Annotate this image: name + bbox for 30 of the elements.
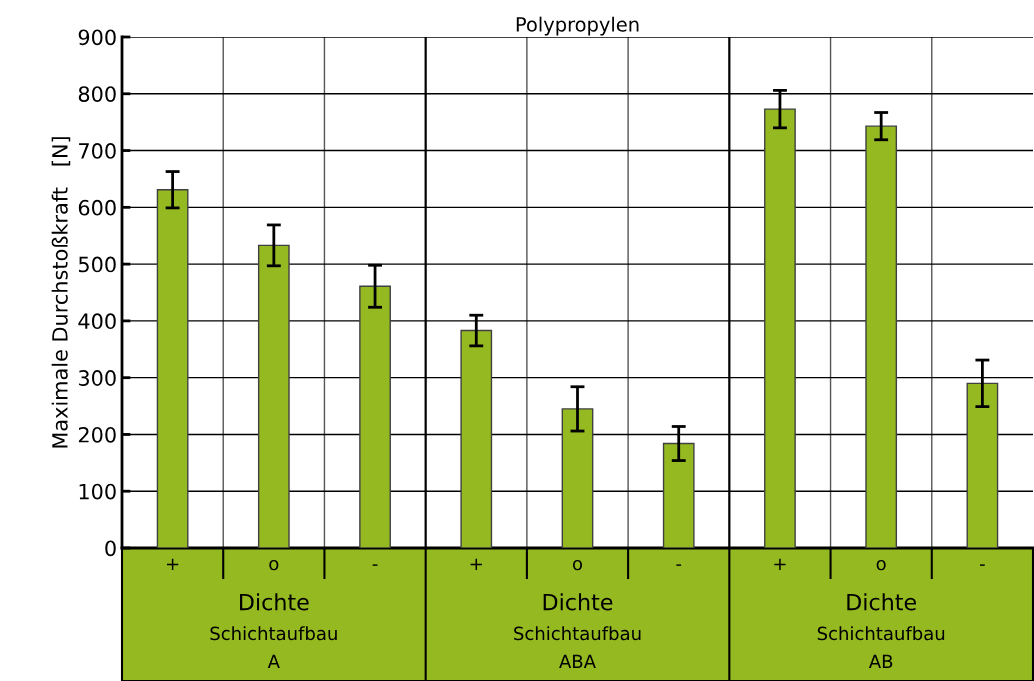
x-tick-label: o	[572, 559, 583, 571]
y-tick-label: 800	[78, 86, 116, 102]
x-tick-label: -	[980, 564, 985, 566]
text: ABA	[559, 654, 596, 668]
x-tick-label: o	[269, 559, 279, 571]
x-tick-label: +	[166, 558, 179, 571]
y-tick-label: 200	[78, 426, 116, 443]
x-tick-label: -	[372, 564, 378, 566]
y-tick-label: 900	[78, 29, 116, 46]
x-tick-label: +	[774, 558, 786, 571]
y-tick-label: 500	[78, 256, 116, 273]
y-tick-label: 400	[78, 313, 116, 330]
text: Schichtaufbau	[514, 626, 641, 641]
y-tick-label: 0	[105, 540, 116, 557]
y-tick-label: 100	[79, 483, 116, 500]
text: A	[267, 654, 280, 668]
y-tick-label: 700	[79, 143, 116, 159]
chart-title: Polypropylen	[516, 16, 639, 36]
y-tick-label: 300	[78, 370, 116, 386]
text: Dichte	[543, 593, 613, 611]
x-tick-label: +	[470, 558, 482, 571]
text: Dichte	[847, 593, 916, 611]
text: AB	[868, 654, 893, 668]
text: Dichte	[240, 593, 309, 611]
text: Schichtaufbau	[817, 626, 945, 641]
y-tick-label: 600	[78, 199, 116, 216]
y-axis-title: Maximale Durchstoßkraft [N]	[51, 137, 71, 448]
text: Schichtaufbau	[210, 626, 337, 641]
x-tick-label: o	[876, 559, 886, 571]
x-tick-label: -	[676, 564, 682, 566]
